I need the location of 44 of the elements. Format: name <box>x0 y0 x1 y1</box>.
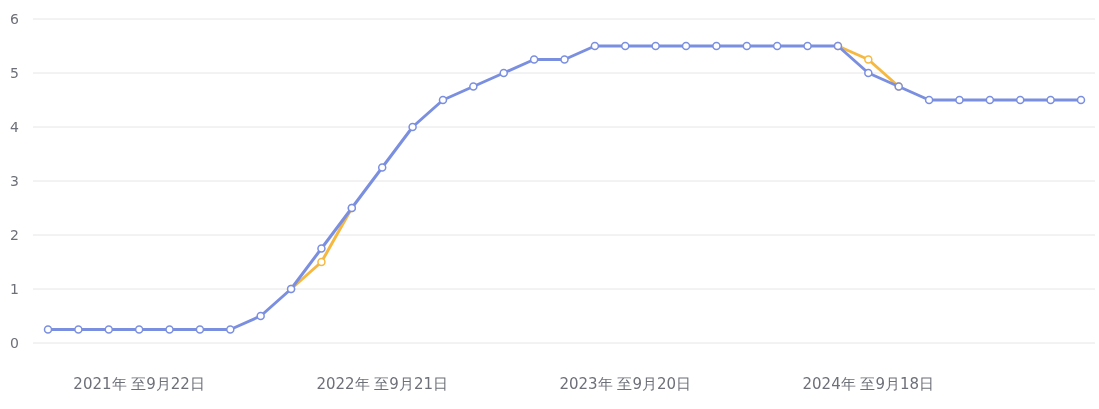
point <box>864 55 873 64</box>
point <box>621 41 630 51</box>
point <box>226 325 235 334</box>
point <box>256 311 265 321</box>
point <box>864 68 873 78</box>
point <box>438 95 448 105</box>
point <box>134 325 144 334</box>
point <box>772 41 782 51</box>
point <box>712 41 721 51</box>
point <box>408 122 417 132</box>
point <box>955 95 964 105</box>
point <box>681 41 691 51</box>
point <box>560 55 569 64</box>
point <box>742 41 752 51</box>
point <box>1076 95 1086 105</box>
point <box>590 41 600 51</box>
y-tick-label: 1 <box>10 281 19 297</box>
point <box>1046 95 1055 105</box>
x-tick-label: 2021年 至9月22日 <box>73 375 205 393</box>
point <box>651 41 660 51</box>
point <box>499 68 508 78</box>
point <box>104 325 114 334</box>
point <box>803 41 812 51</box>
y-tick-label: 6 <box>10 11 20 27</box>
y-tick-label: 5 <box>10 65 19 81</box>
point <box>529 55 539 64</box>
point <box>43 325 53 334</box>
x-tick-label: 2024年 至9月18日 <box>802 375 935 393</box>
point <box>165 325 174 334</box>
y-tick-label: 2 <box>10 227 19 243</box>
point <box>1015 95 1025 105</box>
point <box>74 325 83 334</box>
y-tick-label: 4 <box>10 119 20 135</box>
x-tick-label: 2023年 至9月20日 <box>559 375 692 393</box>
point <box>985 95 995 105</box>
point <box>317 257 326 267</box>
point <box>924 95 934 105</box>
point <box>317 244 326 253</box>
point <box>469 82 478 91</box>
y-tick-label: 3 <box>10 173 19 189</box>
point <box>195 325 205 334</box>
point <box>377 163 387 172</box>
y-tick-label: 0 <box>10 335 19 351</box>
x-tick-label: 2022年 至9月21日 <box>316 375 448 393</box>
